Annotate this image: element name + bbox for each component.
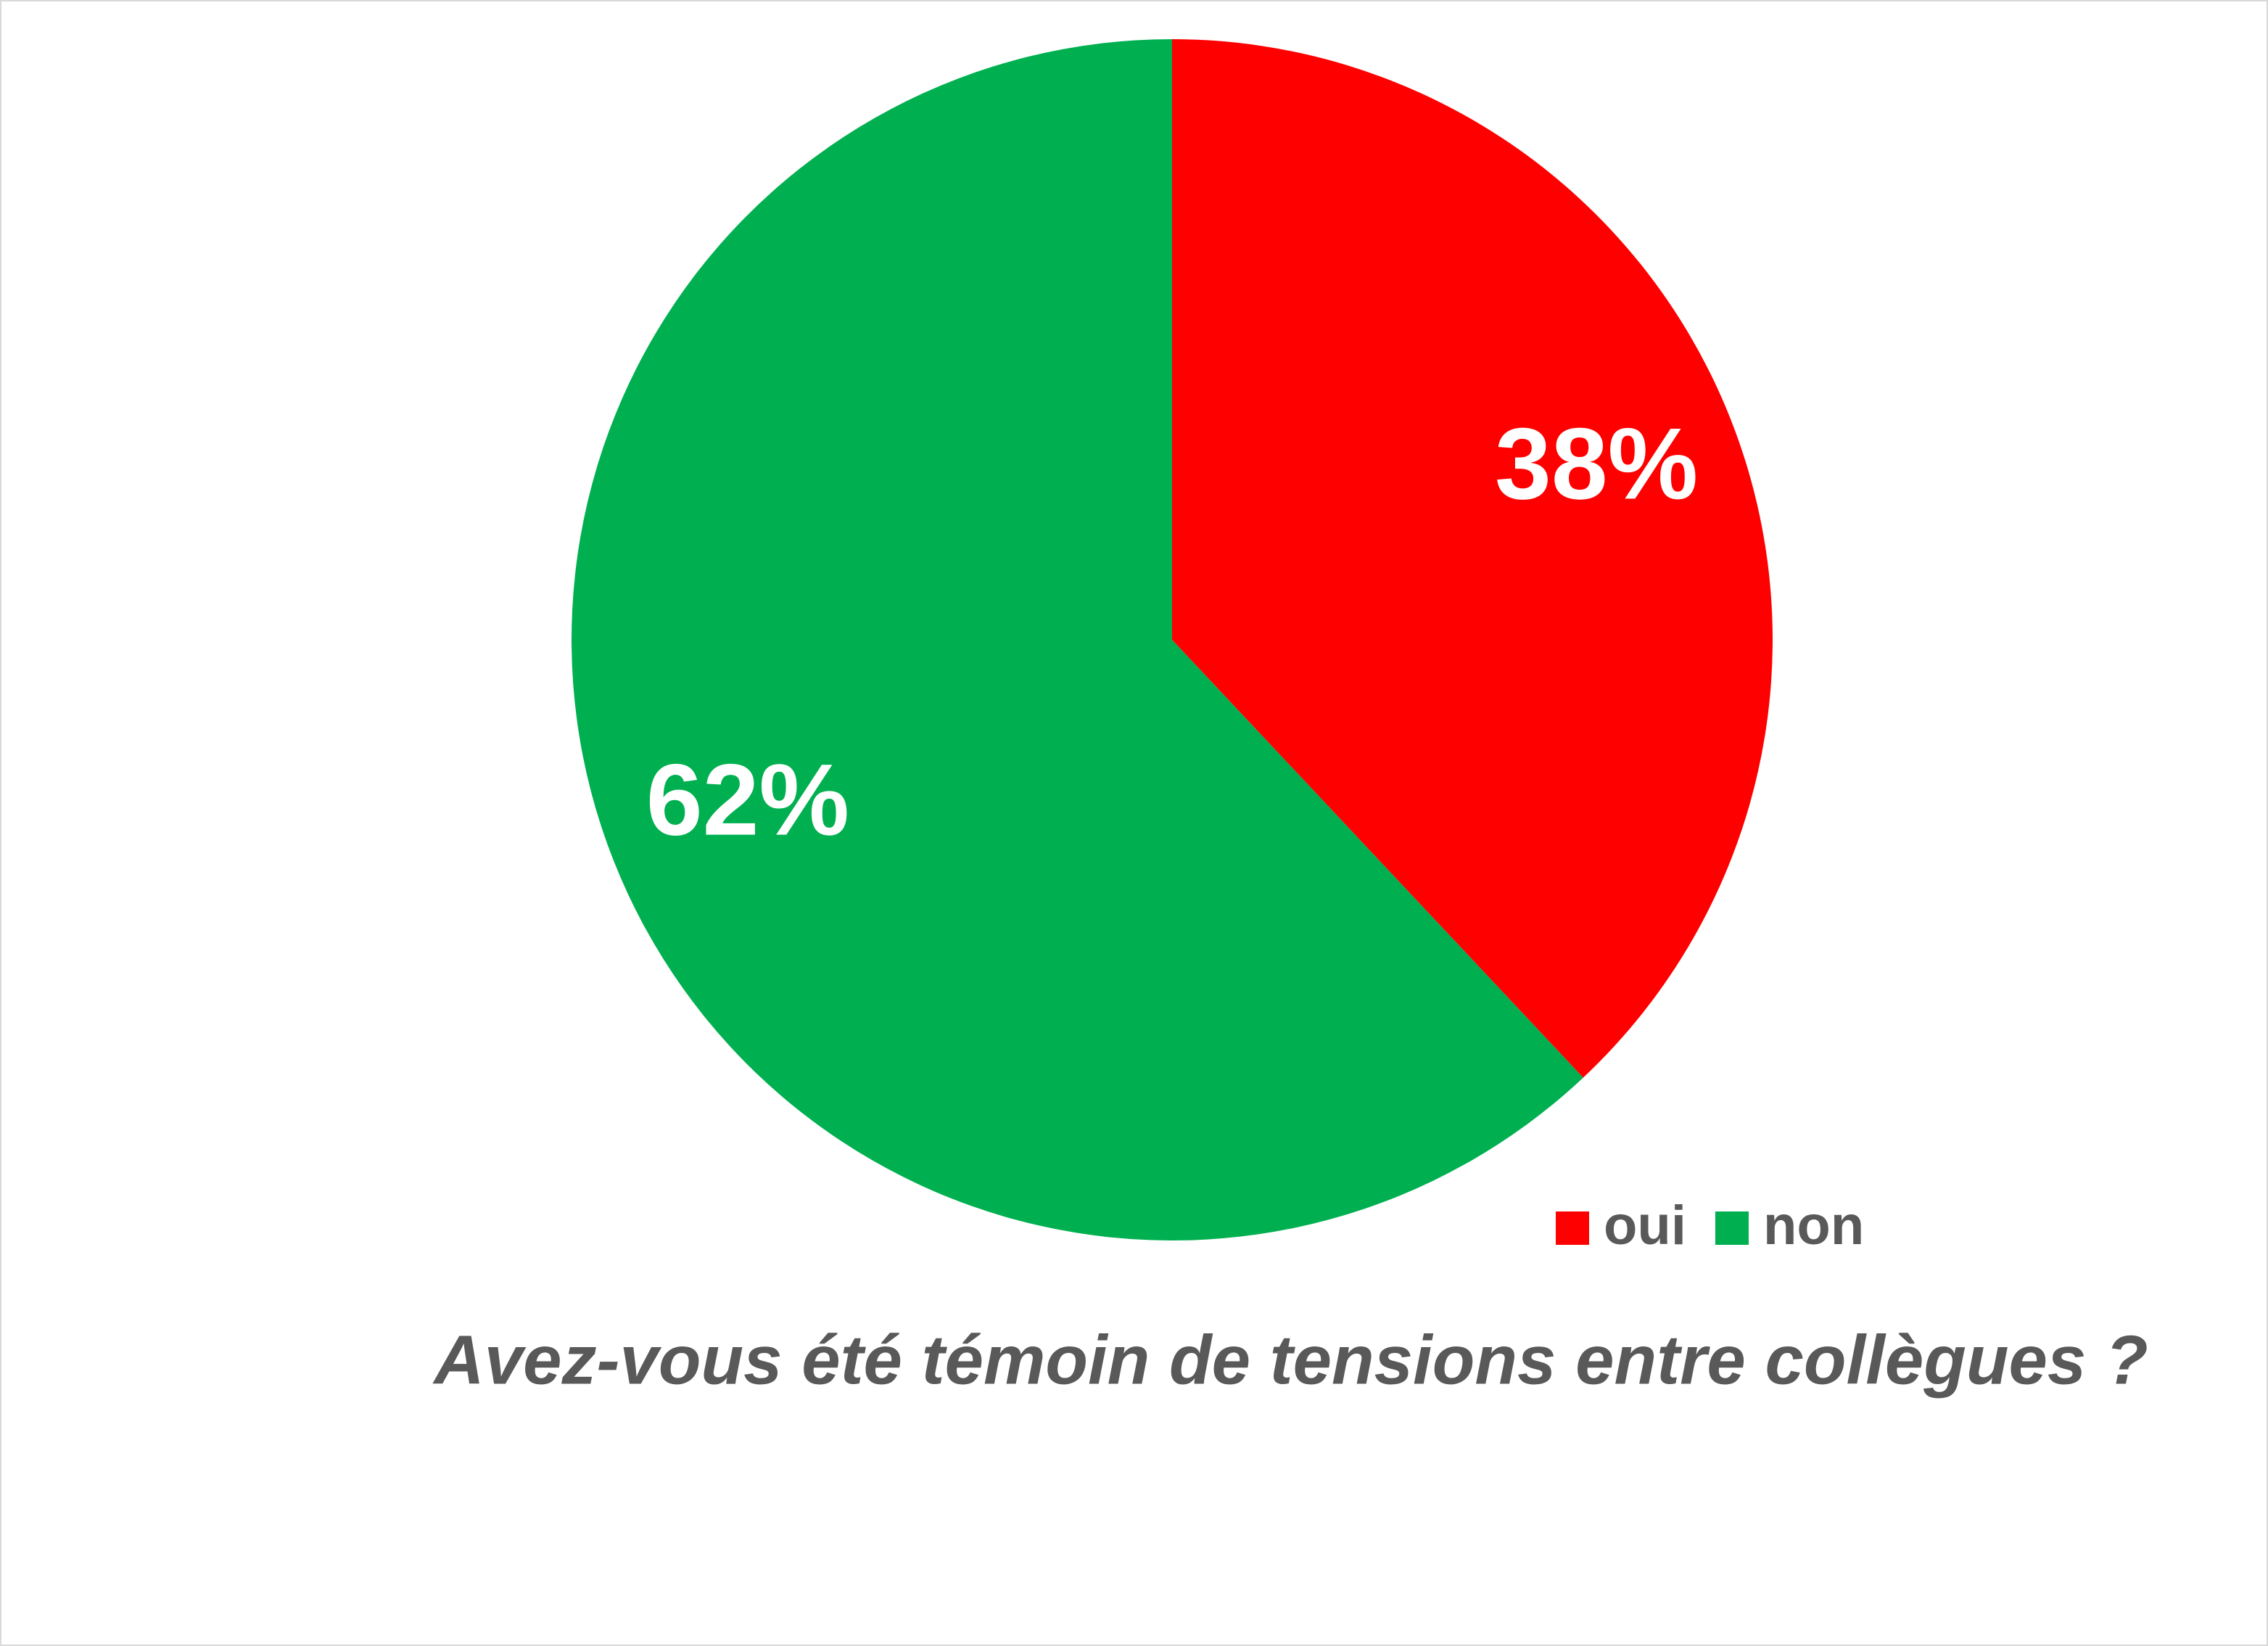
- data-label: 62%: [646, 743, 849, 857]
- pie-slice: [571, 39, 1583, 1240]
- legend-swatch: [1715, 1211, 1749, 1245]
- legend-label: oui: [1604, 1195, 1686, 1256]
- chart-title: Avez-vous été témoin de tensions entre c…: [432, 1321, 2148, 1399]
- legend-swatch: [1556, 1211, 1589, 1245]
- data-label: 38%: [1495, 406, 1698, 520]
- pie-slice: [1172, 39, 1773, 1078]
- legend-label: non: [1763, 1195, 1864, 1256]
